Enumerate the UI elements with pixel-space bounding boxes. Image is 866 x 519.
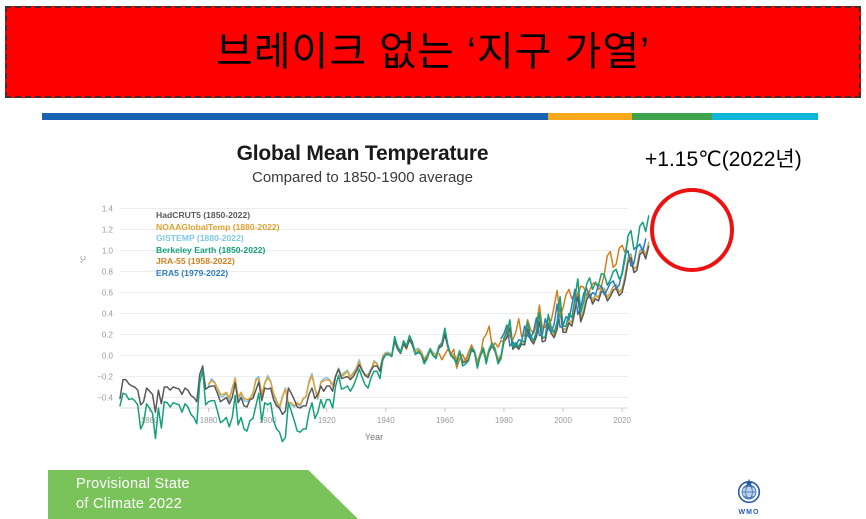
- wmo-label: WMO: [738, 509, 760, 516]
- y-tick-label: 0.0: [102, 352, 114, 361]
- wmo-globe-icon: [737, 478, 761, 504]
- chart-title: Global Mean Temperature: [236, 142, 489, 165]
- slide-title: 브레이크 없는 ‘지구 가열’: [215, 30, 651, 74]
- legend-entry-3: Berkeley Earth (1850-2022): [156, 244, 266, 255]
- accent-segment-blue: [42, 113, 548, 120]
- accent-color-bar: [42, 113, 818, 120]
- x-tick-label: 1880: [200, 416, 218, 425]
- slide-title-banner: 브레이크 없는 ‘지구 가열’: [5, 6, 861, 98]
- highlight-circle-annotation: [650, 188, 734, 272]
- x-axis-title: Year: [365, 432, 383, 442]
- x-tick-label: 1940: [377, 416, 395, 425]
- y-tick-label: 0.4: [102, 310, 114, 319]
- x-tick-label: 2000: [554, 416, 572, 425]
- series-line-3: [119, 215, 650, 443]
- legend-entry-1: NOAAGlobalTemp (1880-2022): [156, 221, 280, 232]
- x-tick-label: 1980: [495, 416, 513, 425]
- x-tick-label: 1900: [259, 416, 277, 425]
- footer-title-line2: of Climate 2022: [76, 496, 183, 512]
- footer-title-line1: Provisional State: [76, 476, 190, 492]
- global-mean-temperature-chart: Global Mean Temperature Compared to 1850…: [75, 134, 650, 450]
- x-tick-label: 2020: [613, 416, 631, 425]
- series-line-4: [438, 239, 629, 369]
- legend-entry-4: JRA-55 (1958-2022): [156, 256, 235, 267]
- y-tick-label: 0.2: [102, 331, 114, 340]
- y-tick-label: 0.6: [102, 289, 114, 298]
- y-tick-label: −0.2: [97, 373, 113, 382]
- chart-legend: HadCRUT5 (1850-2022) NOAAGlobalTemp (1880…: [156, 210, 280, 280]
- y-tick-label: 1.4: [102, 205, 114, 214]
- chart-subtitle: Compared to 1850-1900 average: [252, 169, 473, 186]
- y-tick-label: −0.4: [97, 394, 113, 403]
- x-tick-label: 1860: [141, 416, 159, 425]
- legend-entry-5: ERA5 (1979-2022): [156, 267, 229, 278]
- x-tick-label: 1920: [318, 416, 336, 425]
- chart-plot-area: −0.4 −0.2 0.0 0.2 0.4 0.6 0.8 1.0 1.2 1.4 1860 1880…: [75, 192, 650, 450]
- accent-segment-orange: [547, 113, 632, 120]
- y-tick-label: 1.0: [102, 247, 114, 256]
- wmo-logo: WMO: [726, 478, 772, 518]
- x-tick-label: 1960: [436, 416, 454, 425]
- y-tick-label: 0.8: [102, 268, 114, 277]
- footer-banner: Provisional State of Climate 2022: [48, 470, 358, 519]
- legend-entry-2: GISTEMP (1880-2022): [156, 233, 244, 244]
- temperature-annotation-label: +1.15℃(2022년): [645, 148, 802, 171]
- chart-svg: −0.4 −0.2 0.0 0.2 0.4 0.6 0.8 1.0 1.2 1.4 1860 1880…: [97, 205, 650, 443]
- legend-entry-0: HadCRUT5 (1850-2022): [156, 210, 251, 220]
- accent-segment-cyan: [711, 113, 818, 120]
- y-tick-label: 1.2: [102, 226, 114, 235]
- accent-segment-green: [631, 113, 712, 120]
